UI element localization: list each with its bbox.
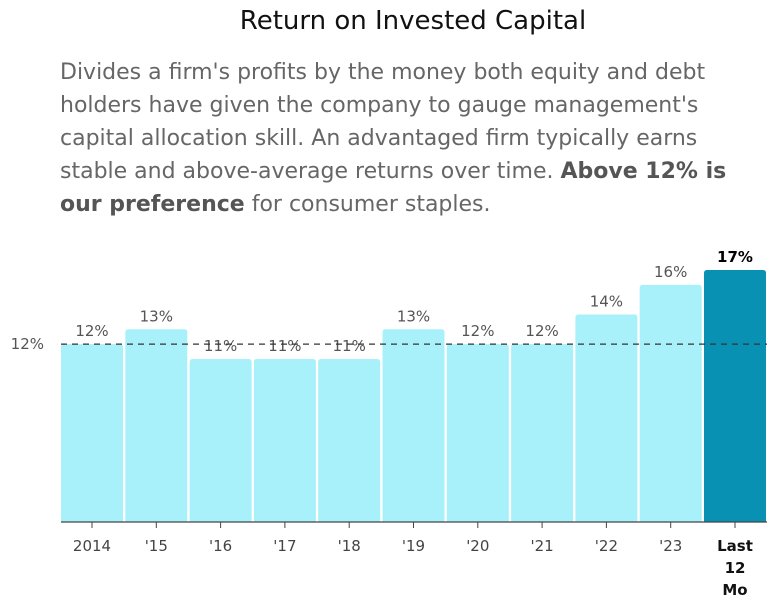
bar-1 [125,329,188,522]
x-tick-label-10-1: 12 [725,559,746,577]
chart-description: Divides a firm's profits by the money bo… [60,56,750,221]
x-tick-label-6: '20 [466,537,489,555]
description-emphasis: Above 12% is our preference [60,159,727,217]
bar-9 [639,284,702,522]
x-tick-label-7: '21 [530,537,553,555]
x-tick-label-9: '23 [659,537,682,555]
bar-value-label-8: 14% [590,292,623,310]
bar-0 [61,344,123,522]
bar-value-label-2: 11% [204,337,237,355]
bar-4 [318,358,381,522]
bar-5 [382,329,445,522]
chart-title: Return on Invested Capital [239,6,587,36]
bar-7 [511,344,574,522]
x-tick-label-8: '22 [595,537,618,555]
x-tick-label-1: '15 [145,537,168,555]
x-tick-label-4: '18 [338,537,361,555]
bar-value-label-1: 13% [140,307,173,325]
bar-value-label-4: 11% [333,337,366,355]
bar-value-label-7: 12% [525,322,558,340]
bar-8 [575,314,638,522]
x-tick-label-10-0: Last [717,537,753,555]
bar-value-label-6: 12% [461,322,494,340]
bar-3 [253,358,316,522]
bar-value-label-9: 16% [654,263,687,281]
bar-value-label-0: 12% [75,322,108,340]
bar-6 [446,344,509,522]
bar-value-label-5: 13% [397,307,430,325]
x-tick-label-3: '17 [273,537,296,555]
x-tick-label-10-2: Mo [722,581,747,599]
x-tick-label-2: '16 [209,537,232,555]
bar-10 [704,270,766,522]
reference-line-label: 12% [11,335,44,353]
description-text: Divides a firm's profits by the money bo… [60,60,706,184]
bar-2 [189,358,252,522]
x-tick-label-5: '19 [402,537,425,555]
x-tick-label-0: 2014 [73,537,111,555]
bar-value-label-3: 11% [268,337,301,355]
description-text-end: for consumer staples. [251,192,491,217]
bar-value-label-10: 17% [717,248,753,266]
